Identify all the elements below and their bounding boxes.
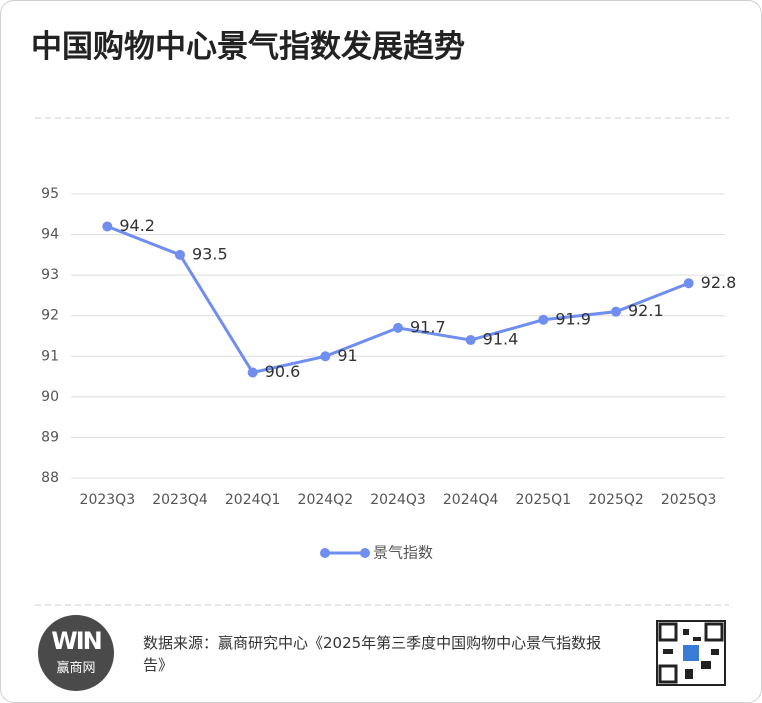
data-point — [465, 335, 476, 346]
data-label: 91.7 — [410, 317, 446, 336]
y-tick-label: 93 — [41, 267, 59, 283]
data-point — [538, 314, 549, 325]
x-tick-label: 2024Q2 — [298, 492, 354, 508]
data-point — [393, 322, 403, 333]
y-tick-label: 88 — [41, 470, 59, 486]
x-tick-label: 2023Q4 — [152, 492, 208, 508]
x-tick-label: 2024Q4 — [443, 492, 499, 508]
data-point — [247, 367, 258, 378]
y-tick-label: 90 — [41, 389, 59, 405]
logo-text: 赢商网 — [56, 661, 96, 676]
y-tick-label: 94 — [41, 227, 59, 243]
x-tick-label: 2025Q1 — [516, 492, 572, 508]
x-tick-label: 2024Q1 — [225, 492, 281, 508]
data-point — [683, 278, 694, 289]
data-label: 92.8 — [701, 273, 737, 292]
data-point — [320, 351, 331, 362]
data-label: 92.1 — [628, 301, 664, 320]
data-label: 91.9 — [555, 309, 591, 328]
legend-marker — [360, 548, 370, 558]
data-label: 94.2 — [119, 216, 155, 235]
qr-code — [656, 620, 726, 686]
y-tick-label: 91 — [41, 348, 59, 364]
logo: WIN 赢商网 — [38, 615, 114, 691]
data-label: 93.5 — [192, 244, 228, 263]
data-point — [175, 249, 185, 260]
y-tick-label: 89 — [41, 429, 59, 445]
data-point — [102, 221, 113, 232]
x-tick-label: 2025Q3 — [661, 492, 717, 508]
x-tick-label: 2023Q3 — [80, 492, 136, 508]
data-label: 91.4 — [483, 330, 519, 349]
data-label: 91 — [337, 346, 357, 365]
data-point — [611, 306, 621, 317]
x-tick-label: 2024Q3 — [370, 492, 426, 508]
source-note: 数据来源：赢商研究中心《2025年第三季度中国购物中心景气指数报告》 — [143, 634, 602, 674]
y-tick-label: 92 — [41, 308, 59, 324]
chart-title: 中国购物中心景气指数发展趋势 — [31, 29, 465, 65]
legend-label: 景气指数 — [373, 544, 433, 562]
y-tick-label: 95 — [41, 186, 59, 202]
x-tick-label: 2025Q2 — [588, 492, 644, 508]
data-label: 90.6 — [265, 362, 301, 381]
legend-marker — [320, 548, 330, 558]
